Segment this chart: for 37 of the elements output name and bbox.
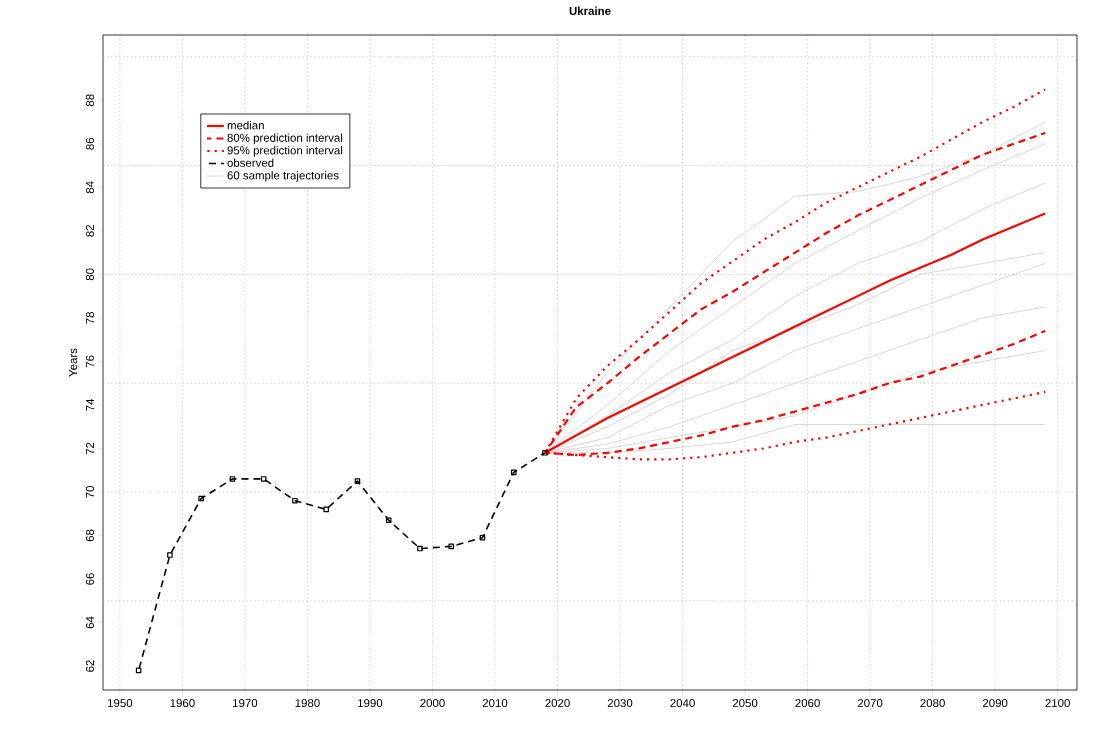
- x-tick-label: 1970: [233, 699, 258, 708]
- legend-label: 60 sample trajectories: [227, 171, 339, 182]
- y-axis-title: Years: [69, 348, 78, 377]
- legend-label: 80% prediction interval: [227, 133, 343, 145]
- x-tick-label: 2100: [1045, 699, 1070, 708]
- y-tick-label: 72: [86, 442, 94, 455]
- legend-label: 95% prediction interval: [227, 145, 343, 157]
- x-tick-label: 2090: [982, 699, 1008, 708]
- x-tick-label: 1990: [358, 699, 383, 708]
- x-tick-label: 2040: [670, 699, 695, 708]
- y-tick-label: 64: [85, 616, 94, 629]
- x-tick-label: 2080: [920, 699, 945, 708]
- y-tick-label: 74: [86, 398, 94, 411]
- y-tick-label: 88: [85, 94, 94, 107]
- x-tick-label: 2000: [420, 699, 445, 708]
- y-tick-label: 76: [85, 355, 94, 368]
- y-tick-label: 68: [85, 529, 94, 542]
- y-tick-label: 70: [85, 486, 94, 498]
- y-tick-label: 80: [85, 268, 94, 281]
- x-tick-label: 2060: [795, 699, 820, 708]
- y-tick-label: 66: [85, 573, 94, 585]
- legend-label: median: [227, 120, 264, 130]
- x-tick-label: 2070: [857, 699, 883, 708]
- y-tick-label: 84: [85, 181, 94, 194]
- x-tick-label: 2050: [732, 699, 758, 708]
- legend-label: observed: [227, 158, 274, 167]
- y-tick-label: 86: [85, 137, 94, 150]
- y-tick-label: 78: [85, 312, 94, 324]
- x-tick-label: 1950: [108, 699, 133, 708]
- y-tick-label: 62: [85, 660, 94, 672]
- y-tick-label: 82: [85, 225, 94, 237]
- x-tick-label: 2020: [545, 699, 570, 708]
- x-tick-label: 1960: [170, 699, 195, 708]
- chart-title: Ukraine: [569, 6, 611, 15]
- x-tick-label: 1980: [295, 699, 320, 708]
- x-tick-label: 2030: [607, 699, 633, 708]
- x-tick-label: 2010: [482, 699, 508, 708]
